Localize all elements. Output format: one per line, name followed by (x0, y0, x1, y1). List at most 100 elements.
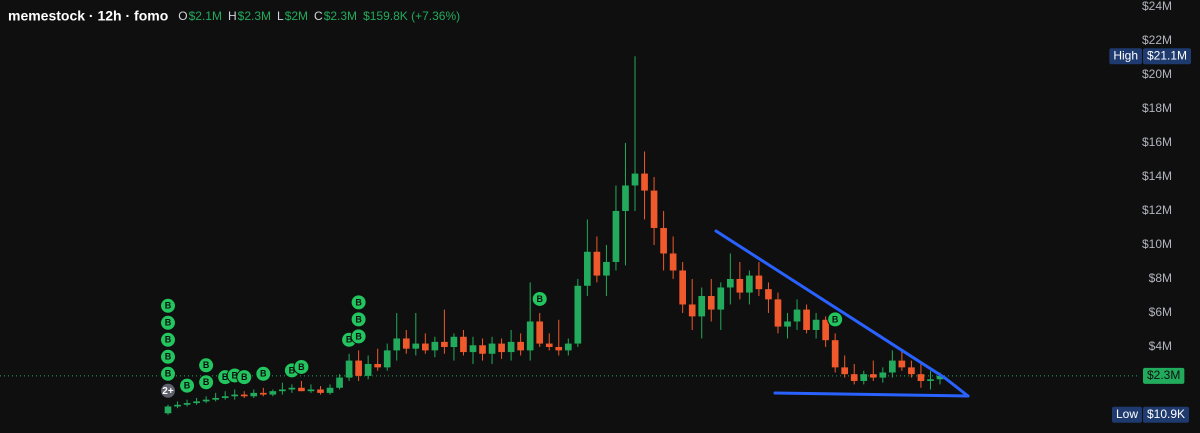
trade-marker[interactable]: B (350, 294, 367, 311)
candle[interactable] (498, 338, 505, 359)
trade-marker[interactable]: B (160, 314, 176, 331)
trade-marker[interactable]: B (350, 311, 367, 328)
candle[interactable] (221, 391, 229, 400)
candle[interactable] (765, 282, 772, 313)
candle[interactable] (831, 333, 839, 373)
candle[interactable] (412, 312, 420, 356)
candle[interactable] (298, 380, 305, 392)
trendline[interactable] (943, 376, 970, 398)
candle[interactable] (164, 404, 172, 415)
candle[interactable] (726, 253, 734, 305)
candle[interactable] (326, 384, 334, 395)
candle[interactable] (526, 282, 534, 361)
candle[interactable] (441, 309, 448, 354)
candle[interactable] (812, 312, 820, 339)
candle[interactable] (860, 370, 868, 385)
candle[interactable] (183, 399, 191, 407)
candle[interactable] (774, 292, 782, 334)
candle[interactable] (488, 336, 496, 364)
trade-marker[interactable]: B (179, 377, 196, 394)
candle[interactable] (908, 360, 915, 378)
candle[interactable] (279, 382, 286, 395)
candle[interactable] (174, 401, 181, 409)
candle[interactable] (879, 367, 887, 383)
candle[interactable] (374, 348, 382, 371)
candle[interactable] (574, 278, 582, 347)
trade-marker[interactable]: B (293, 358, 310, 375)
candle[interactable] (622, 142, 629, 266)
candle[interactable] (536, 312, 544, 347)
candle[interactable] (803, 304, 810, 334)
trade-marker[interactable]: B (531, 290, 548, 307)
trade-marker[interactable]: 2+ (160, 382, 176, 399)
trade-marker[interactable]: B (198, 357, 215, 374)
trade-marker[interactable]: B (827, 311, 844, 328)
candle[interactable] (641, 151, 648, 220)
candle[interactable] (507, 329, 515, 361)
trade-marker[interactable]: B (160, 297, 176, 314)
candle[interactable] (784, 312, 791, 339)
trendline[interactable] (773, 391, 970, 398)
candle[interactable] (479, 338, 486, 361)
candle[interactable] (460, 329, 467, 356)
trade-marker[interactable]: B (160, 331, 176, 348)
candle[interactable] (612, 185, 620, 271)
candle[interactable] (917, 363, 925, 388)
candle[interactable] (336, 374, 343, 390)
trendline[interactable] (714, 229, 947, 380)
candle[interactable] (707, 278, 715, 322)
trade-marker[interactable]: B (160, 348, 176, 365)
candle[interactable] (564, 338, 572, 356)
candle[interactable] (593, 236, 601, 283)
candle[interactable] (898, 350, 906, 371)
candle[interactable] (450, 333, 458, 361)
candle[interactable] (345, 353, 353, 381)
candle[interactable] (698, 287, 706, 339)
candle[interactable] (364, 355, 372, 380)
candle[interactable] (469, 336, 477, 364)
candle[interactable] (269, 389, 277, 397)
candle[interactable] (927, 370, 934, 390)
candle[interactable] (736, 261, 744, 300)
candle[interactable] (755, 261, 763, 296)
candle[interactable] (584, 219, 591, 296)
candle[interactable] (421, 333, 429, 354)
candle[interactable] (717, 282, 725, 330)
candle[interactable] (679, 261, 687, 313)
candle[interactable] (202, 396, 210, 404)
candle[interactable] (288, 384, 296, 393)
candle[interactable] (545, 333, 553, 351)
candle[interactable] (841, 355, 849, 378)
candle[interactable] (250, 389, 258, 398)
candle[interactable] (212, 392, 219, 402)
candle[interactable] (383, 343, 391, 371)
candle[interactable] (402, 329, 410, 354)
candle[interactable] (231, 389, 239, 400)
trade-marker[interactable]: B (160, 365, 176, 382)
candle[interactable] (889, 350, 896, 378)
candle[interactable] (660, 210, 667, 271)
candle[interactable] (746, 270, 753, 305)
candle[interactable] (850, 363, 858, 385)
trade-marker[interactable]: B (350, 328, 367, 345)
trade-marker[interactable]: B (198, 374, 215, 391)
candle[interactable] (669, 236, 677, 279)
candle[interactable] (355, 350, 362, 381)
candle[interactable] (631, 56, 639, 211)
candle[interactable] (240, 391, 248, 398)
candle[interactable] (688, 278, 696, 330)
candle[interactable] (603, 244, 610, 296)
candle[interactable] (317, 386, 324, 395)
trade-marker[interactable]: B (236, 369, 253, 386)
candle[interactable] (822, 316, 829, 347)
candle[interactable] (193, 397, 200, 405)
candle[interactable] (431, 336, 439, 358)
candle[interactable] (650, 176, 658, 245)
candle[interactable] (869, 360, 877, 381)
candle[interactable] (555, 319, 563, 356)
candle[interactable] (517, 333, 524, 356)
candle[interactable] (793, 299, 801, 330)
candle[interactable] (259, 387, 267, 397)
trade-marker[interactable]: B (255, 365, 272, 382)
candle[interactable] (393, 312, 401, 361)
